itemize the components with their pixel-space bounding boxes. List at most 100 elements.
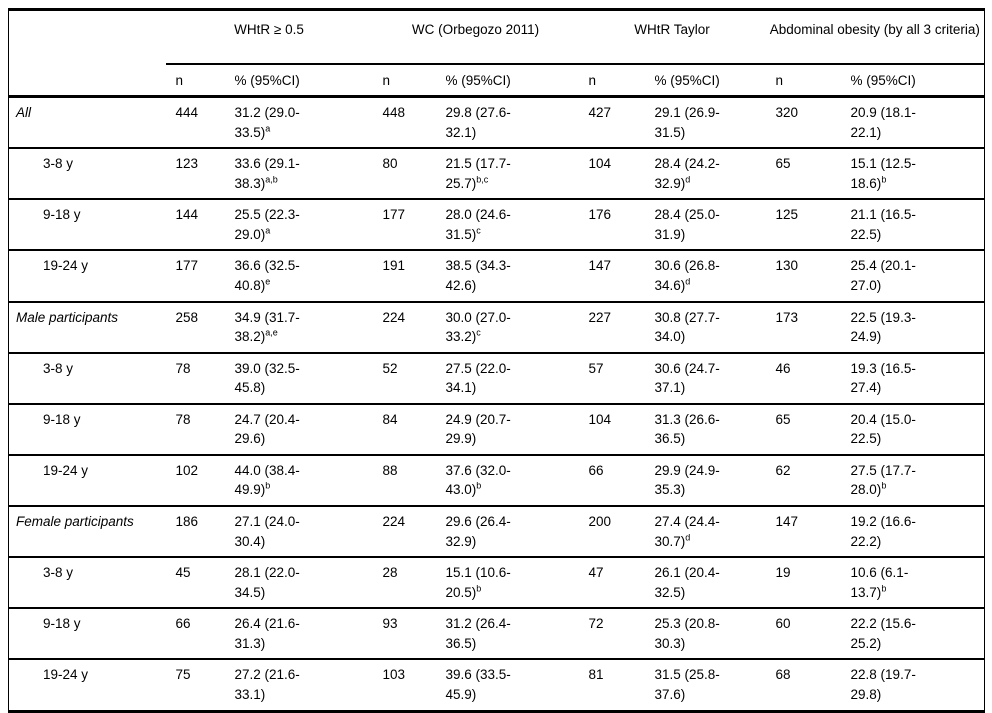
n-value: 52 [382, 360, 398, 376]
pct-ci-value: 29.1 (26.9- 31.5) [648, 97, 766, 149]
col-header-wc-orbegozo: WC (Orbegozo 2011) [372, 9, 579, 65]
significance-superscript: d [685, 532, 691, 543]
table-row: 19-24 y 75 27.2 (21.6- 33.1) 103 39.6 (33.5- 4… [9, 659, 985, 711]
pct-line2: 29.6) [234, 431, 266, 447]
pct-line2: 18.6) [850, 175, 882, 191]
pct-line2: 31.5) [445, 226, 477, 242]
corner-blank-cell [9, 10, 166, 64]
n-value: 102 [175, 462, 199, 478]
pct-line1: 28.1 (22.0- [234, 565, 300, 581]
n-value: 104 [588, 411, 612, 427]
pct-line1: 24.7 (20.4- [234, 411, 300, 427]
prevalence-table: WHtR ≥ 0.5 WC (Orbegozo 2011) WHtR Taylo… [8, 8, 986, 713]
pct-line1: 36.6 (32.5- [234, 258, 300, 274]
pct-line1: 19.3 (16.5- [850, 360, 916, 376]
sub-header-pct: % (95%CI) [843, 63, 985, 98]
pct-line2: 28.0) [850, 482, 882, 498]
n-value: 227 [588, 309, 612, 325]
pct-line2: 36.5) [654, 431, 686, 447]
pct-line2: 22.5) [850, 431, 882, 447]
pct-line1: 24.9 (20.7- [445, 411, 511, 427]
pct-line1: 30.8 (27.7- [654, 309, 720, 325]
pct-line1: 26.1 (20.4- [654, 565, 720, 581]
significance-superscript: d [685, 174, 691, 185]
pct-line1: 38.5 (34.3- [445, 258, 511, 274]
pct-ci-value: 29.9 (24.9- 35.3) [648, 455, 766, 506]
pct-line1: 31.2 (26.4- [445, 616, 511, 632]
pct-line2: 34.6) [654, 277, 686, 293]
sub-header-n: n [765, 63, 844, 98]
row-label: All [16, 105, 32, 120]
n-value: 68 [775, 667, 791, 683]
sub-header-pct: % (95%CI) [227, 63, 373, 98]
significance-superscript: b [881, 480, 887, 491]
pct-line1: 28.4 (25.0- [654, 207, 720, 223]
pct-line1: 39.6 (33.5- [445, 667, 511, 683]
pct-line2: 30.4) [234, 533, 266, 549]
table-row: Male participants 258 34.9 (31.7- 38.2)a,e 2… [8, 302, 985, 353]
pct-line2: 20.5) [445, 584, 477, 600]
n-value: 177 [382, 207, 406, 223]
pct-line1: 29.6 (26.4- [445, 514, 511, 529]
row-label: 19-24 y [43, 462, 89, 478]
pct-ci-value: 22.8 (19.7- 29.8) [844, 659, 985, 711]
col-header-whtr-05: WHtR ≥ 0.5 [165, 9, 373, 65]
pct-line2: 34.0) [654, 329, 686, 345]
sub-header-pct: % (95%CI) [647, 63, 766, 98]
pct-line1: 27.4 (24.4- [654, 514, 720, 529]
pct-line1: 22.2 (15.6- [850, 616, 916, 632]
pct-ci-value: 26.4 (21.6- 31.3) [228, 608, 373, 659]
pct-line1: 25.3 (20.8- [654, 616, 720, 632]
pct-line1: 30.6 (24.7- [654, 360, 720, 376]
pct-line2: 36.5) [445, 635, 477, 651]
significance-superscript: a [265, 225, 271, 236]
pct-line1: 27.2 (21.6- [234, 667, 300, 683]
n-value: 93 [382, 616, 398, 632]
n-value: 88 [382, 462, 398, 478]
pct-line2: 34.5) [234, 584, 266, 600]
pct-line2: 25.7) [445, 175, 477, 191]
pct-ci-value: 28.4 (25.0- 31.9) [648, 199, 766, 250]
pct-line1: 31.5 (25.8- [654, 667, 720, 683]
pct-ci-value: 25.4 (20.1- 27.0) [844, 250, 985, 301]
pct-line1: 28.4 (24.2- [654, 156, 720, 172]
pct-line2: 22.2) [850, 533, 882, 549]
pct-ci-value: 15.1 (12.5- 18.6)b [844, 148, 985, 199]
pct-line2: 30.7) [654, 533, 686, 549]
n-value: 130 [775, 258, 799, 274]
sub-header-n: n [165, 63, 228, 98]
pct-line2: 29.8) [850, 686, 882, 702]
pct-line2: 37.6) [654, 686, 686, 702]
pct-line1: 33.6 (29.1- [234, 156, 300, 172]
pct-line2: 43.0) [445, 482, 477, 498]
significance-superscript: a,b [265, 174, 278, 185]
pct-line2: 30.3) [654, 635, 686, 651]
n-value: 103 [382, 667, 406, 683]
pct-line2: 37.1) [654, 380, 686, 396]
col-header-whtr-taylor: WHtR Taylor [578, 9, 766, 65]
pct-ci-value: 36.6 (32.5- 40.8)e [228, 250, 373, 301]
pct-ci-value: 25.3 (20.8- 30.3) [648, 608, 766, 659]
n-value: 60 [775, 616, 791, 632]
pct-ci-value: 20.9 (18.1- 22.1) [844, 97, 985, 149]
table-row: 3-8 y 45 28.1 (22.0- 34.5) 28 15.1 (10.6- 20.5… [8, 557, 985, 609]
row-label: 9-18 y [43, 207, 81, 223]
pct-ci-value: 34.9 (31.7- 38.2)a,e [228, 302, 373, 353]
row-label: 9-18 y [43, 411, 81, 427]
sub-header-n: n [372, 63, 439, 98]
pct-line2: 32.1) [445, 124, 477, 140]
pct-ci-value: 27.5 (22.0- 34.1) [439, 353, 579, 404]
pct-line1: 10.6 (6.1- [850, 565, 909, 581]
pct-line1: 39.0 (32.5- [234, 360, 300, 376]
n-value: 65 [775, 156, 791, 172]
pct-line1: 37.6 (32.0- [445, 462, 511, 478]
pct-line2: 49.9) [234, 482, 266, 498]
pct-line1: 31.2 (29.0- [234, 105, 300, 120]
row-label: 3-8 y [43, 360, 74, 376]
pct-ci-value: 21.5 (17.7- 25.7)b,c [439, 148, 579, 199]
pct-ci-value: 19.2 (16.6- 22.2) [844, 506, 985, 557]
n-value: 62 [775, 462, 791, 478]
pct-line1: 34.9 (31.7- [234, 309, 300, 325]
pct-ci-value: 28.0 (24.6- 31.5)c [439, 199, 579, 250]
pct-ci-value: 10.6 (6.1- 13.7)b [844, 557, 985, 608]
